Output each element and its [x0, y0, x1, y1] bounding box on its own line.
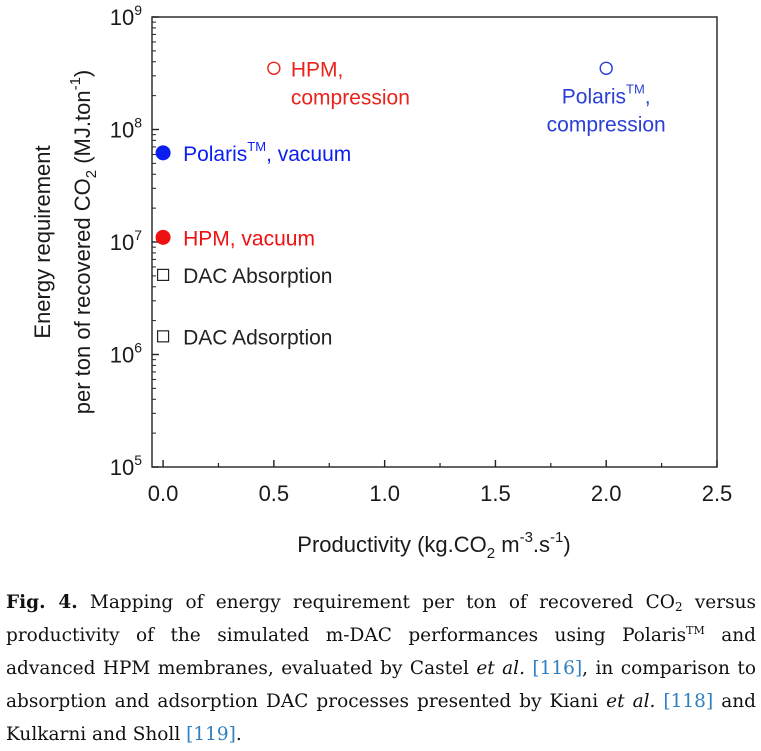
y-tick-label: 106: [110, 340, 142, 368]
point-label: PolarisTM,: [562, 81, 651, 108]
caption-ref-116[interactable]: [116]: [524, 658, 583, 679]
y-axis-label-2: per ton of recovered CO2 (MJ.ton-1): [67, 70, 100, 415]
y-axis-label-line2: per ton of recovered CO2 (MJ.ton-1): [67, 70, 100, 415]
y-label-subscript: 2: [83, 170, 100, 178]
x-label-superscript: -1: [550, 529, 563, 546]
x-axis-label: Productivity (kg.CO2 m-3.s-1): [297, 529, 570, 562]
x-axis-ticks: 0.0 0.5 1.0 1.5 2.0 2.5: [148, 460, 733, 506]
point-label: DAC Adsorption: [183, 326, 332, 349]
point-label-superscript: TM: [626, 81, 645, 96]
point-label: compression: [291, 86, 410, 109]
caption-sup-1: TM: [686, 624, 705, 637]
x-tick-label: 0.5: [259, 481, 290, 506]
point-label-superscript: TM: [247, 139, 266, 154]
figure-caption: Fig. 4. Mapping of energy requirement pe…: [6, 586, 756, 751]
open-square-marker: [156, 330, 170, 343]
y-tick-exponent: 8: [134, 115, 142, 131]
y-tick-label: 105: [110, 452, 142, 480]
caption-text-4: , in comparison to absorption and adsorp…: [6, 658, 756, 712]
caption-text-1: Mapping of energy requirement per ton of…: [77, 592, 675, 613]
x-tick-label: 2.0: [591, 481, 622, 506]
filled-circle-marker: [155, 229, 171, 245]
point-label-text: , vacuum: [266, 143, 351, 166]
y-tick-label: 107: [110, 227, 142, 255]
point-label: compression: [547, 113, 666, 136]
point-labels: HPM,compression PolarisTM,compressionPola…: [183, 58, 666, 349]
y-tick-exponent: 9: [134, 2, 142, 18]
point-label: HPM, vacuum: [183, 227, 315, 250]
open-circle-marker: [267, 61, 281, 75]
caption-fig-label: Fig. 4.: [6, 592, 78, 613]
y-axis-label-line1: Energy requirement: [30, 145, 55, 338]
point-label-text: ,: [645, 85, 651, 108]
y-label-text: per ton of recovered CO: [70, 178, 95, 414]
data-points: [155, 61, 613, 343]
open-circle-marker: [599, 61, 613, 75]
y-axis-label: Energy requirement: [30, 145, 55, 338]
point-label-text: DAC Adsorption: [183, 326, 332, 349]
caption-ref-118[interactable]: [118]: [655, 691, 714, 712]
y-tick-exponent: 5: [134, 452, 142, 468]
x-label-text: m: [495, 532, 519, 557]
x-label-text: ): [563, 532, 570, 557]
x-label-text: Productivity (kg.CO: [297, 532, 487, 557]
y-tick-label: 108: [110, 115, 142, 143]
x-tick-label: 1.5: [480, 481, 511, 506]
y-label-text: ): [70, 70, 95, 77]
caption-sub-1: 2: [674, 600, 683, 614]
caption-text-2: versus productivity of the simulated m-D…: [6, 592, 756, 646]
y-label-superscript: -1: [67, 77, 84, 90]
x-label-subscript: 2: [487, 545, 495, 562]
point-label-text: HPM, vacuum: [183, 227, 315, 250]
x-tick-label: 0.0: [148, 481, 179, 506]
y-tick-label: 109: [110, 2, 142, 30]
point-label: PolarisTM, vacuum: [183, 139, 351, 166]
y-tick-base: 10: [110, 5, 134, 30]
point-label-text: Polaris: [183, 143, 247, 166]
x-label-text: .s: [533, 532, 550, 557]
y-label-text: (MJ.ton: [70, 90, 95, 169]
caption-text-6: .: [235, 724, 242, 745]
point-label-text: compression: [291, 86, 410, 109]
y-tick-base: 10: [110, 343, 134, 368]
caption-et-al-1: et al.: [476, 658, 525, 679]
point-label-text: compression: [547, 113, 666, 136]
x-label-superscript: -3: [520, 529, 533, 546]
y-tick-base: 10: [110, 230, 134, 255]
point-label-text: DAC Absorption: [183, 265, 332, 288]
point-label-text: HPM,: [291, 58, 344, 81]
filled-circle-marker: [155, 145, 171, 161]
caption-et-al-2: et al.: [606, 691, 656, 712]
y-tick-base: 10: [110, 118, 134, 143]
y-tick-base: 10: [110, 455, 134, 480]
caption-ref-119[interactable]: [119]: [186, 724, 236, 745]
y-tick-exponent: 6: [134, 340, 142, 356]
x-tick-label: 1.0: [369, 481, 400, 506]
point-label: HPM,: [291, 58, 344, 81]
point-label: DAC Absorption: [183, 265, 332, 288]
open-square-marker: [156, 268, 170, 281]
x-tick-label: 2.5: [702, 481, 733, 506]
caption-text-3: and advanced HPM membranes, evaluated by…: [6, 625, 757, 679]
y-tick-exponent: 7: [134, 227, 142, 243]
point-label-text: Polaris: [562, 85, 626, 108]
